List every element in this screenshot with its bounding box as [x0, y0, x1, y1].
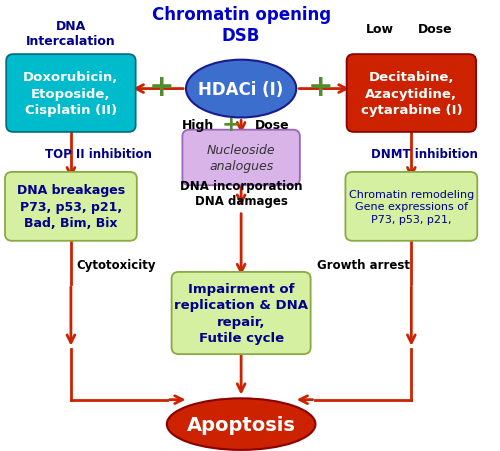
Text: Dose: Dose — [255, 118, 290, 131]
Text: Dose: Dose — [418, 23, 452, 36]
Ellipse shape — [167, 399, 316, 450]
Text: +: + — [308, 73, 333, 101]
Text: Low: Low — [366, 23, 394, 36]
Text: DNA incorporation
DNA damages: DNA incorporation DNA damages — [180, 179, 302, 207]
Text: Nucleoside
analogues: Nucleoside analogues — [207, 143, 276, 173]
Text: Doxorubicin,
Etoposide,
Cisplatin (II): Doxorubicin, Etoposide, Cisplatin (II) — [23, 71, 118, 117]
FancyBboxPatch shape — [6, 55, 136, 133]
Text: DNMT inhibition: DNMT inhibition — [370, 147, 478, 160]
Text: TOP II inhibition: TOP II inhibition — [44, 147, 152, 160]
FancyBboxPatch shape — [346, 173, 478, 241]
Text: +: + — [222, 115, 240, 135]
Text: Decitabine,
Azacytidine,
cytarabine (I): Decitabine, Azacytidine, cytarabine (I) — [360, 71, 462, 117]
Text: HDACi (I): HDACi (I) — [198, 80, 284, 98]
FancyBboxPatch shape — [182, 130, 300, 186]
Text: Growth arrest: Growth arrest — [317, 258, 410, 271]
Text: Impairment of
replication & DNA
repair,
Futile cycle: Impairment of replication & DNA repair, … — [174, 282, 308, 345]
Text: Chromatin opening
DSB: Chromatin opening DSB — [152, 6, 330, 45]
Text: +: + — [149, 73, 175, 101]
FancyBboxPatch shape — [5, 173, 137, 241]
Text: DNA breakages
P73, p53, p21,
Bad, Bim, Bix: DNA breakages P73, p53, p21, Bad, Bim, B… — [17, 184, 125, 230]
Text: Apoptosis: Apoptosis — [186, 415, 296, 434]
Text: High: High — [182, 118, 214, 131]
Text: DNA
Intercalation: DNA Intercalation — [26, 20, 116, 48]
Ellipse shape — [186, 60, 296, 118]
Text: Cytotoxicity: Cytotoxicity — [76, 258, 156, 271]
FancyBboxPatch shape — [172, 272, 310, 354]
FancyBboxPatch shape — [346, 55, 476, 133]
Text: Chromatin remodeling
Gene expressions of
P73, p53, p21,: Chromatin remodeling Gene expressions of… — [348, 189, 474, 225]
